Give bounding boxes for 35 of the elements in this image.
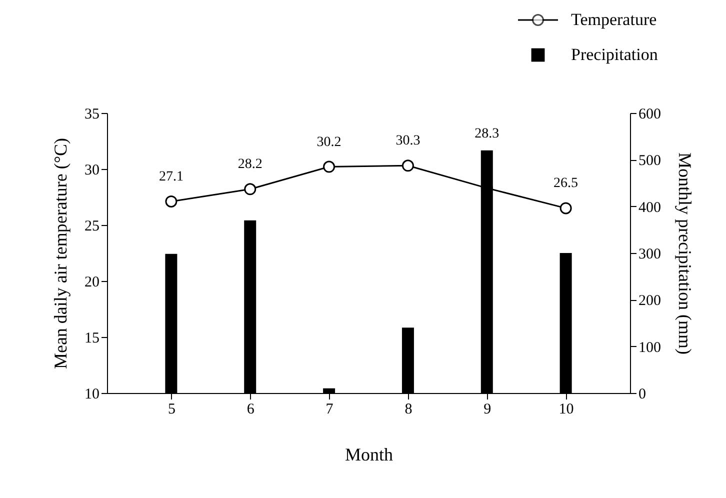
point bbox=[244, 183, 256, 196]
y2-tick-label: 600 bbox=[638, 106, 661, 122]
data-label: 28.3 bbox=[474, 126, 500, 142]
y-tick-label: 10 bbox=[84, 386, 100, 402]
y-tick-label: 15 bbox=[84, 330, 100, 346]
data-label: 30.3 bbox=[396, 134, 420, 149]
x-tick-label: 5 bbox=[168, 402, 176, 418]
y2-tick-label: 300 bbox=[638, 246, 661, 262]
y-tick-label: 25 bbox=[84, 218, 100, 234]
y2-tick-label: 500 bbox=[638, 153, 661, 170]
point bbox=[560, 202, 572, 214]
y2-tick-label: 100 bbox=[638, 340, 661, 356]
y-axis-title: Mean daily air temperature (°C) bbox=[50, 138, 70, 370]
y2-tick-label: 0 bbox=[638, 386, 646, 402]
y-tick-label: 30 bbox=[84, 162, 100, 178]
x-tick-label: 8 bbox=[404, 402, 412, 418]
x-tick-label: 6 bbox=[246, 402, 255, 418]
data-label: 26.5 bbox=[554, 176, 578, 192]
y2-tick-label: 200 bbox=[638, 293, 661, 310]
y-tick-label: 20 bbox=[84, 274, 100, 290]
x-tick-label: 7 bbox=[326, 402, 334, 418]
data-label: 28.2 bbox=[238, 157, 262, 172]
legend-label: Temperature bbox=[571, 10, 657, 29]
x-axis-title: Month bbox=[344, 444, 394, 464]
y2-tick-label: 400 bbox=[638, 200, 661, 216]
y2-axis-title: Monthly precipitation (mm) bbox=[675, 152, 695, 354]
data-label: 30.2 bbox=[316, 134, 342, 150]
point bbox=[165, 195, 178, 208]
y-tick-label: 35 bbox=[84, 106, 100, 122]
data-label: 27.1 bbox=[158, 169, 184, 184]
point bbox=[402, 160, 414, 172]
x-tick-label: 10 bbox=[558, 402, 574, 418]
legend-label: Precipitation bbox=[571, 45, 658, 64]
point bbox=[323, 160, 336, 173]
x-tick-label: 9 bbox=[484, 402, 492, 418]
